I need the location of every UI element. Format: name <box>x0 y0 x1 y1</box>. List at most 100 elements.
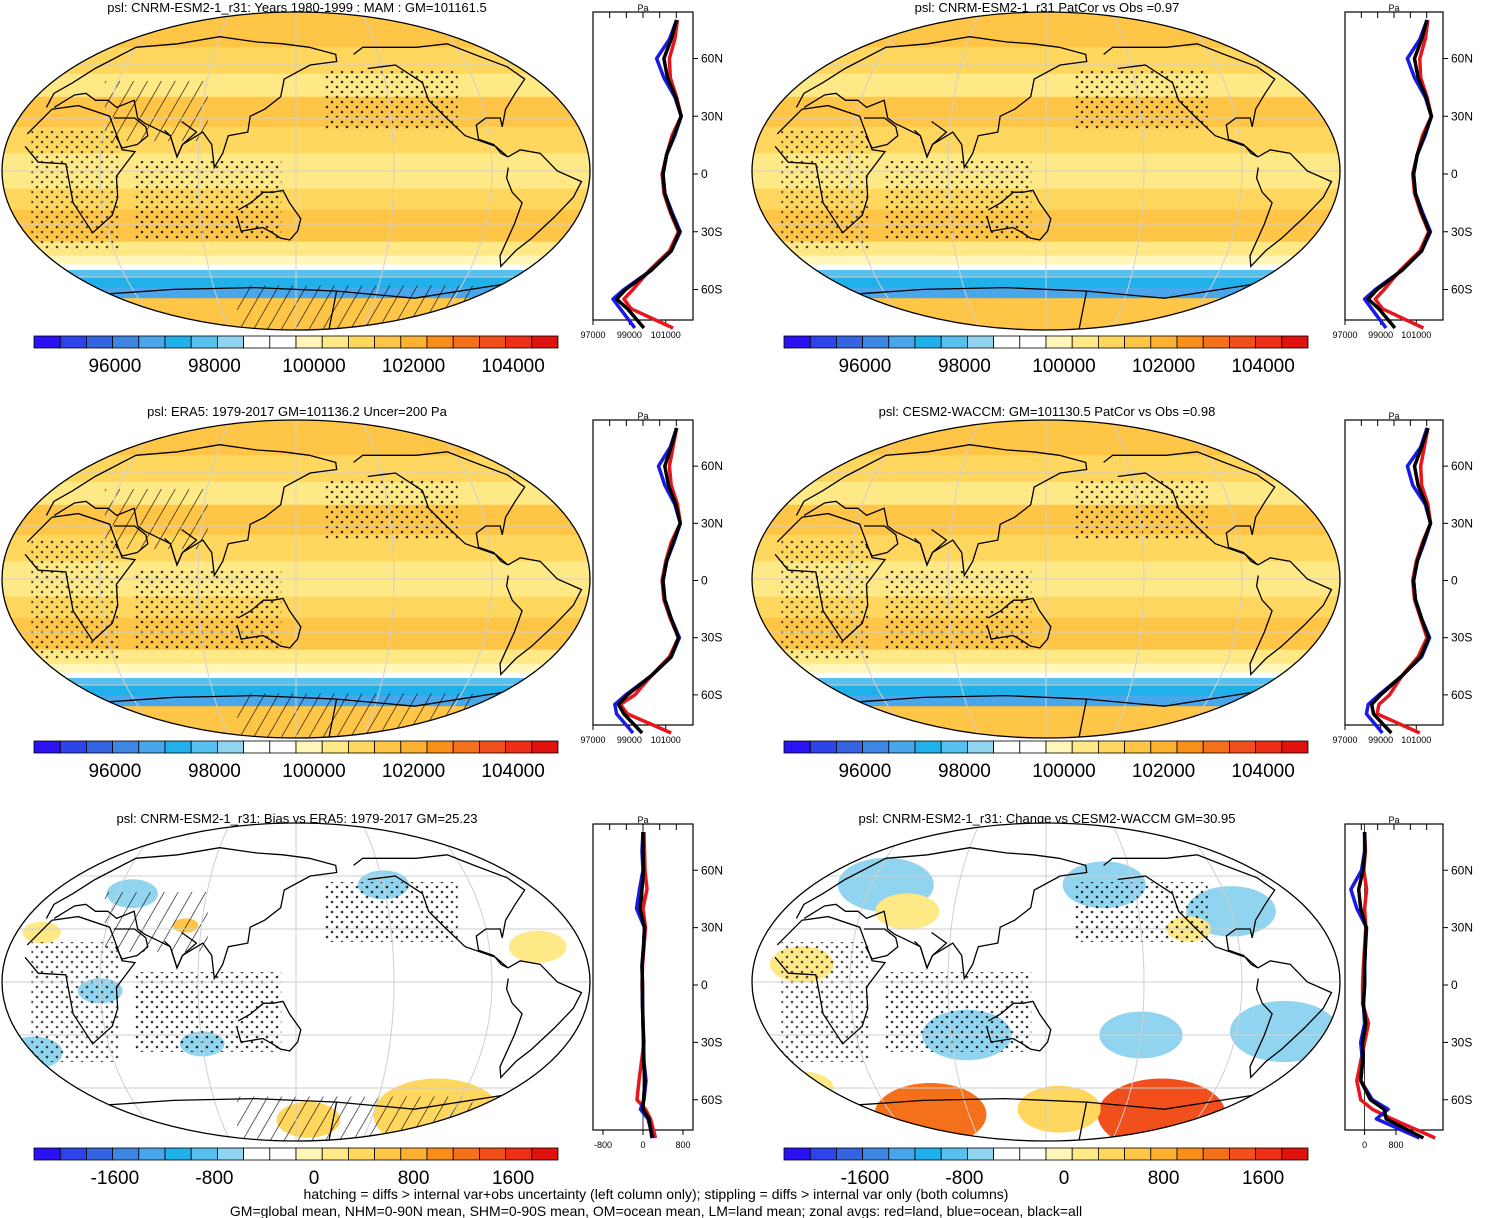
colorbar-tick-label: 104000 <box>1231 761 1294 782</box>
colorbar-tick-label: 800 <box>1148 1168 1180 1189</box>
zonal-series-all <box>614 19 683 330</box>
colorbar-swatch <box>1150 335 1178 349</box>
colorbar-swatch <box>940 1147 968 1161</box>
colorbar-swatch <box>138 1147 166 1161</box>
colorbar-swatch <box>478 740 506 754</box>
graticule-line <box>1177 420 1243 738</box>
colorbar-tick-label: 100000 <box>1032 761 1095 782</box>
zonal-frame <box>1344 11 1444 321</box>
zonal-y-label: 0 <box>701 574 708 588</box>
coastline-greenland <box>66 840 88 859</box>
zonal-y-label: 0 <box>1451 574 1458 588</box>
colorbar-swatch <box>809 335 837 349</box>
contour-band <box>2 269 590 278</box>
zonal-x-label: 101000 <box>1401 735 1431 745</box>
zonal-units: Pa <box>1388 3 1399 13</box>
stippling <box>134 161 282 241</box>
colorbar-swatch <box>993 335 1021 349</box>
colorbar-tick-label: 0 <box>309 1168 320 1189</box>
contour-region <box>508 930 567 963</box>
colorbar-tick-label: 98000 <box>188 356 241 377</box>
graticule-line <box>427 420 493 738</box>
panel-p4: psl: CESM2-WACCM: GM=101130.5 PatCor vs … <box>751 404 1473 782</box>
contour-band <box>752 298 1340 330</box>
zonal-y-label: 60S <box>701 688 722 702</box>
colorbar-tick-label: 100000 <box>282 761 345 782</box>
colorbar-swatch <box>1098 335 1126 349</box>
zonal-x-label: 99000 <box>1368 735 1393 745</box>
zonal-y-label: 60N <box>1451 459 1473 473</box>
coastline-arabia <box>114 525 149 557</box>
zonal-y-label: 60N <box>701 52 723 66</box>
zonal-series-all <box>1366 19 1434 330</box>
graticule-line <box>361 420 395 738</box>
colorbar-swatch <box>59 335 87 349</box>
coastline-antarctica <box>845 286 1088 330</box>
graticule-line <box>197 420 231 738</box>
graticule-line <box>1177 12 1243 330</box>
colorbar-swatch <box>426 740 454 754</box>
zonal-units: Pa <box>637 815 648 825</box>
colorbar-swatch <box>269 335 297 349</box>
colorbar-swatch <box>86 740 114 754</box>
colorbar-swatch <box>1176 1147 1204 1161</box>
colorbar: -1600 -800 0 800 1600 <box>33 1147 559 1189</box>
colorbar-swatch <box>426 1147 454 1161</box>
contour-band <box>2 12 590 48</box>
coastline-eurasia <box>45 444 338 578</box>
coastline-namerica <box>353 43 526 158</box>
graticule-line <box>947 12 981 330</box>
colorbar-swatch <box>1098 740 1126 754</box>
colorbar-swatch <box>1098 1147 1126 1161</box>
hatching <box>104 892 208 952</box>
zonal-y-label: 30S <box>701 225 722 239</box>
panel-title: psl: CESM2-WACCM: GM=101130.5 PatCor vs … <box>879 404 1216 419</box>
colorbar-swatch <box>1281 1147 1309 1161</box>
colorbar-swatch <box>888 335 916 349</box>
coastline-africa <box>774 915 887 1045</box>
coastline-india <box>914 528 948 567</box>
zonal-y-label: 60S <box>1451 1093 1472 1107</box>
zonal-x-label: 0 <box>1362 1140 1367 1150</box>
graticule-line <box>1111 823 1145 1141</box>
coastline-india <box>914 120 948 159</box>
coastline-antarctica <box>336 691 505 707</box>
graticule-line <box>197 823 231 1141</box>
colorbar-swatch <box>321 335 349 349</box>
colorbar-swatch <box>86 335 114 349</box>
stippling <box>31 539 120 659</box>
zonal-series-all <box>1369 427 1433 735</box>
coastline-antarctica <box>845 694 1088 738</box>
colorbar-swatch <box>112 335 140 349</box>
zonal-units: Pa <box>637 3 648 13</box>
colorbar-tick-label: -800 <box>195 1168 233 1189</box>
zonal-x-label: 97000 <box>580 330 605 340</box>
colorbar-swatch <box>321 740 349 754</box>
coastline-arabia <box>114 117 149 149</box>
colorbar-swatch <box>452 740 480 754</box>
map-field <box>2 823 590 1141</box>
colorbar-swatch <box>1202 335 1230 349</box>
contour-region <box>775 1071 834 1105</box>
graticule-line <box>849 823 915 1141</box>
colorbar-swatch <box>243 740 271 754</box>
coastline-eurasia <box>795 847 1088 981</box>
zonal-y-label: 30S <box>1451 225 1472 239</box>
panel-p2: psl: CNRM-ESM2-1_r31 PatCor vs Obs =0.97… <box>751 0 1473 377</box>
contour-band <box>752 685 1340 697</box>
colorbar-swatch <box>1202 1147 1230 1161</box>
colorbar-tick-label: 1600 <box>1242 1168 1284 1189</box>
map-field <box>2 12 590 330</box>
panel-title: psl: CNRM-ESM2-1_r31: Years 1980-1999 : … <box>107 0 486 15</box>
zonal-y-label: 30N <box>1451 516 1473 530</box>
colorbar-swatch <box>400 335 428 349</box>
colorbar-swatch <box>1202 740 1230 754</box>
graticule-line <box>849 12 915 330</box>
colorbar-swatch <box>400 1147 428 1161</box>
colorbar-swatch <box>1019 1147 1047 1161</box>
colorbar-swatch <box>862 1147 890 1161</box>
coastline-namerica <box>1103 451 1276 566</box>
contour-region <box>1017 1085 1101 1133</box>
zonal-frame <box>592 11 694 321</box>
coastline-india <box>914 931 948 970</box>
